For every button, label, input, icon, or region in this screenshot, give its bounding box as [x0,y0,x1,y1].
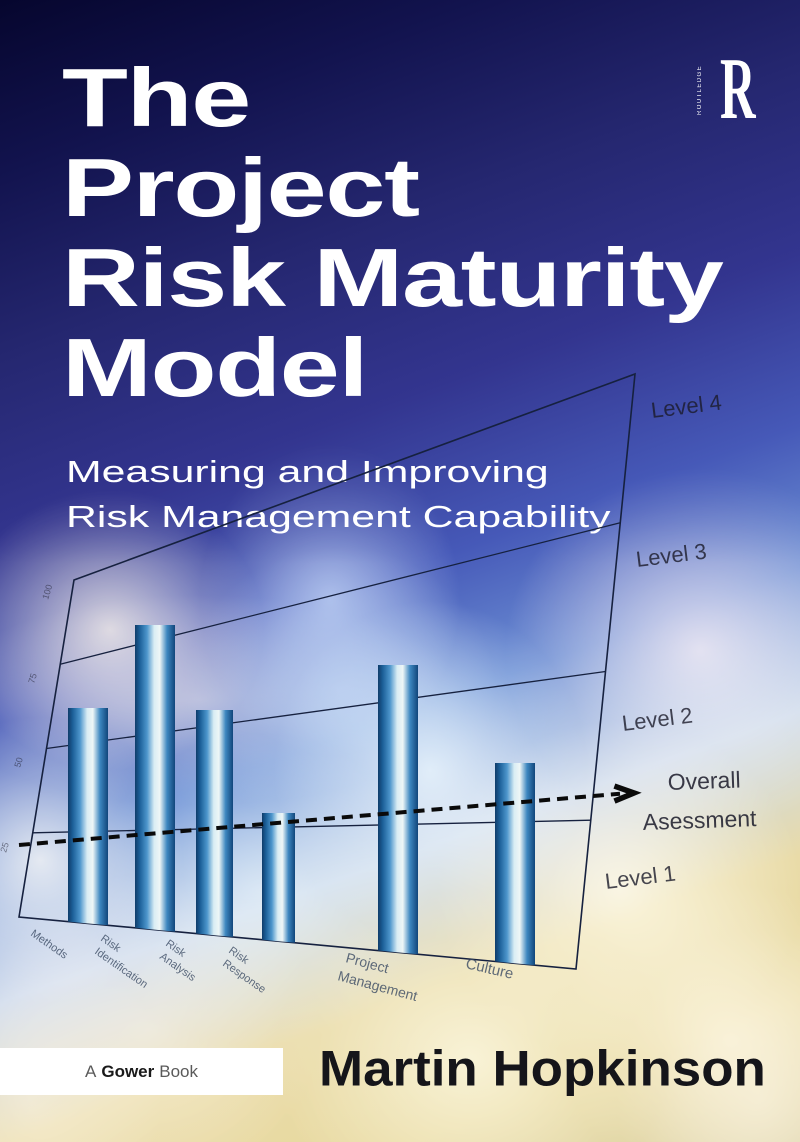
svg-text:Level 2: Level 2 [621,703,694,736]
svg-text:Methods: Methods [28,928,70,962]
svg-text:25: 25 [0,841,11,854]
svg-text:100: 100 [40,583,54,600]
svg-text:75: 75 [26,672,38,685]
svg-text:Overall: Overall [667,766,741,795]
svg-text:Identification: Identification [92,946,149,991]
svg-text:Asessment: Asessment [642,805,757,835]
svg-text:Level 4: Level 4 [650,390,723,423]
svg-text:50: 50 [12,756,24,769]
svg-text:Level 1: Level 1 [604,861,677,894]
svg-text:Level 3: Level 3 [635,539,708,572]
